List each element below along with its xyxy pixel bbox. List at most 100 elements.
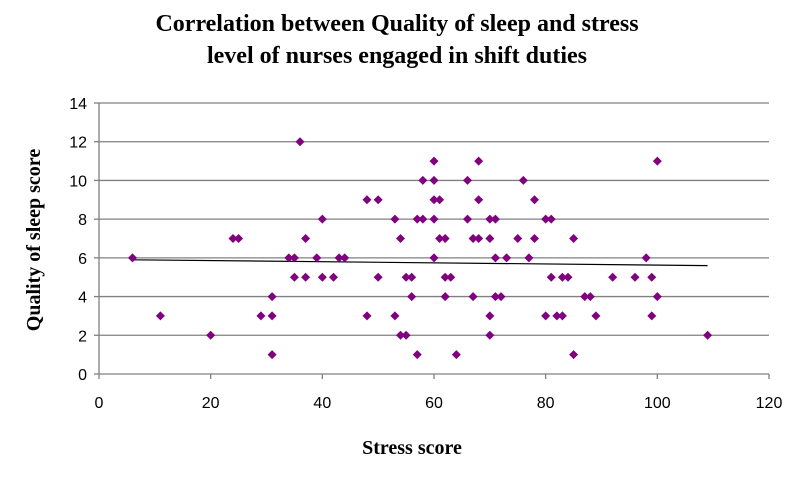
- data-point: [435, 195, 445, 205]
- data-point: [284, 253, 294, 263]
- y-tick-label: 8: [78, 212, 87, 229]
- data-point: [228, 234, 238, 243]
- data-point: [468, 292, 478, 302]
- data-point: [435, 234, 445, 243]
- data-point: [429, 214, 439, 224]
- data-point: [401, 330, 411, 340]
- data-point: [128, 253, 137, 263]
- data-point: [569, 234, 579, 243]
- data-point: [340, 253, 350, 263]
- data-point: [451, 350, 461, 360]
- data-point: [546, 272, 556, 282]
- chart-title-line-1: Correlation between Quality of sleep and…: [155, 11, 639, 37]
- data-point: [541, 214, 551, 224]
- data-point: [580, 292, 590, 302]
- trendline-group: [132, 259, 708, 267]
- y-tick-label: 0: [78, 367, 87, 384]
- axes: [94, 102, 770, 379]
- data-point: [652, 156, 662, 166]
- data-point: [295, 137, 305, 147]
- data-point: [641, 253, 651, 263]
- data-point: [585, 292, 595, 302]
- data-point: [440, 292, 450, 302]
- data-point: [429, 253, 439, 263]
- data-point: [267, 311, 277, 321]
- data-point: [463, 214, 472, 224]
- data-points: [128, 137, 713, 360]
- data-point: [155, 311, 165, 321]
- x-tick-label: 0: [95, 395, 104, 412]
- data-point: [485, 311, 495, 321]
- data-point: [429, 175, 439, 185]
- data-point: [647, 311, 657, 321]
- data-point: [373, 272, 383, 282]
- x-tick-label: 60: [425, 395, 443, 412]
- trendline: [132, 259, 708, 267]
- data-point: [591, 311, 601, 321]
- data-point: [401, 272, 411, 282]
- data-point: [440, 234, 450, 243]
- data-point: [552, 311, 562, 321]
- data-point: [474, 195, 484, 205]
- data-point: [407, 292, 417, 302]
- data-point: [474, 234, 484, 243]
- data-point: [312, 253, 322, 263]
- data-point: [301, 234, 311, 243]
- data-point: [206, 330, 216, 340]
- data-point: [317, 214, 327, 224]
- data-point: [485, 214, 495, 224]
- data-point: [513, 234, 523, 243]
- chart-title: Correlation between Quality of sleep and…: [0, 8, 794, 72]
- data-point: [390, 311, 400, 321]
- data-point: [485, 330, 495, 340]
- data-point: [429, 156, 439, 166]
- y-tick-label: 4: [78, 290, 87, 307]
- y-tick-label: 12: [69, 135, 87, 152]
- data-point: [518, 175, 528, 185]
- data-point: [541, 311, 551, 321]
- data-point: [630, 272, 640, 282]
- tick-labels: 0 2 4 6 8 10 12 14 0 20 40 60 80 100 120: [69, 96, 782, 412]
- data-point: [647, 272, 657, 282]
- data-point: [569, 350, 579, 360]
- data-point: [317, 272, 327, 282]
- data-point: [557, 311, 567, 321]
- data-point: [485, 234, 495, 243]
- data-point: [652, 292, 662, 302]
- x-tick-label: 40: [313, 395, 331, 412]
- y-axis-label: Quality of sleep score: [23, 149, 45, 332]
- data-point: [396, 234, 405, 243]
- data-point: [490, 214, 500, 224]
- data-point: [396, 330, 405, 340]
- data-point: [530, 195, 539, 205]
- data-point: [463, 175, 472, 185]
- data-point: [496, 292, 506, 302]
- data-point: [524, 253, 534, 263]
- data-point: [418, 175, 428, 185]
- x-axis-label: Stress score: [362, 437, 462, 459]
- data-point: [289, 253, 299, 263]
- chart-title-line-2: level of nurses engaged in shift duties: [206, 43, 587, 69]
- data-point: [446, 272, 456, 282]
- x-tick-label: 20: [202, 395, 220, 412]
- data-point: [412, 214, 422, 224]
- data-point: [703, 330, 713, 340]
- data-point: [418, 214, 428, 224]
- data-point: [256, 311, 266, 321]
- data-point: [407, 272, 417, 282]
- data-point: [234, 234, 244, 243]
- data-point: [608, 272, 618, 282]
- x-tick-label: 80: [537, 395, 555, 412]
- data-point: [563, 272, 573, 282]
- data-point: [289, 272, 299, 282]
- data-point: [502, 253, 512, 263]
- data-point: [334, 253, 344, 263]
- data-point: [474, 156, 484, 166]
- data-point: [440, 272, 450, 282]
- data-point: [329, 272, 338, 282]
- y-tick-label: 2: [78, 328, 87, 345]
- data-point: [490, 253, 500, 263]
- y-tick-label: 6: [78, 251, 87, 268]
- data-point: [557, 272, 567, 282]
